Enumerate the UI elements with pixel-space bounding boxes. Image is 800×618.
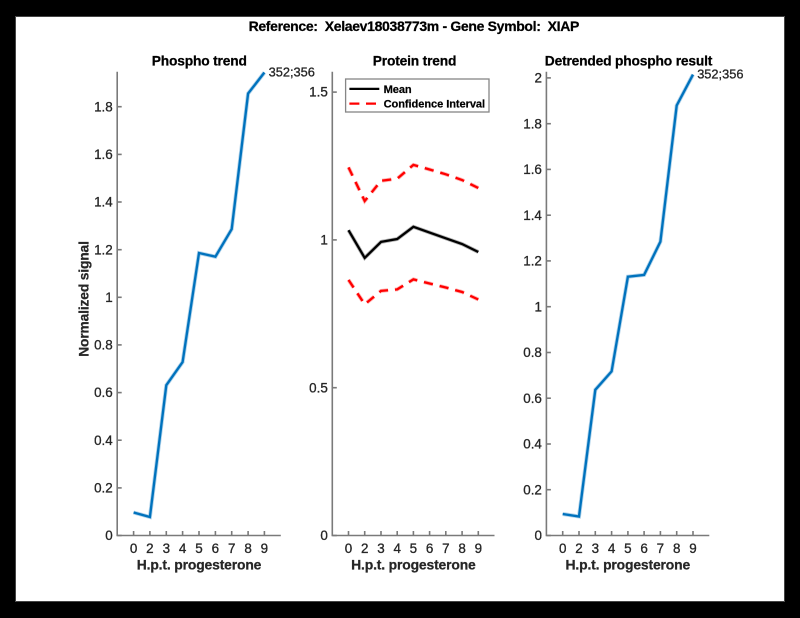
svg-text:0: 0 xyxy=(534,528,541,543)
svg-text:0.8: 0.8 xyxy=(94,338,113,353)
svg-text:3: 3 xyxy=(592,541,599,556)
svg-text:0: 0 xyxy=(105,528,112,543)
svg-text:1.5: 1.5 xyxy=(309,85,328,100)
svg-text:8: 8 xyxy=(244,541,251,556)
svg-text:9: 9 xyxy=(261,541,268,556)
svg-text:Normalized signal: Normalized signal xyxy=(77,241,92,357)
svg-text:3: 3 xyxy=(163,541,170,556)
svg-text:2: 2 xyxy=(361,541,368,556)
svg-text:1.4: 1.4 xyxy=(94,195,113,210)
svg-text:1: 1 xyxy=(320,233,327,248)
svg-text:2: 2 xyxy=(575,541,582,556)
svg-text:1.6: 1.6 xyxy=(94,147,113,162)
svg-text:8: 8 xyxy=(458,541,465,556)
svg-text:0.2: 0.2 xyxy=(94,481,113,496)
svg-text:Phospho trend: Phospho trend xyxy=(152,53,247,68)
svg-text:1.4: 1.4 xyxy=(523,208,542,223)
svg-text:1.8: 1.8 xyxy=(523,116,542,131)
svg-text:Protein trend: Protein trend xyxy=(373,53,457,68)
svg-text:2: 2 xyxy=(146,541,153,556)
svg-text:0.8: 0.8 xyxy=(523,345,542,360)
svg-text:9: 9 xyxy=(475,541,482,556)
svg-text:1.2: 1.2 xyxy=(523,254,542,269)
svg-text:5: 5 xyxy=(410,541,417,556)
svg-text:0: 0 xyxy=(320,528,327,543)
svg-text:4: 4 xyxy=(608,541,616,556)
svg-text:352;356: 352;356 xyxy=(269,65,315,80)
svg-text:1.2: 1.2 xyxy=(94,242,113,257)
svg-text:6: 6 xyxy=(640,541,647,556)
svg-text:5: 5 xyxy=(195,541,202,556)
svg-text:4: 4 xyxy=(393,541,401,556)
svg-text:4: 4 xyxy=(179,541,187,556)
svg-text:0: 0 xyxy=(345,541,352,556)
svg-text:Confidence Interval: Confidence Interval xyxy=(384,99,485,111)
svg-text:0.5: 0.5 xyxy=(309,380,328,395)
svg-text:0.4: 0.4 xyxy=(523,437,542,452)
svg-text:5: 5 xyxy=(624,541,631,556)
svg-text:H.p.t. progesterone: H.p.t. progesterone xyxy=(137,557,262,573)
svg-text:7: 7 xyxy=(442,541,449,556)
svg-text:6: 6 xyxy=(212,541,219,556)
svg-text:0.6: 0.6 xyxy=(523,391,542,406)
svg-text:1: 1 xyxy=(534,299,541,314)
svg-text:352;356: 352;356 xyxy=(697,67,743,82)
svg-text:Reference: Xelaev18038773m -: Reference: Xelaev18038773m - Gene Symbol… xyxy=(249,18,579,34)
svg-text:2: 2 xyxy=(534,71,541,86)
svg-text:0.6: 0.6 xyxy=(94,385,113,400)
svg-text:Detrended phospho result: Detrended phospho result xyxy=(545,53,713,68)
svg-text:0.4: 0.4 xyxy=(94,433,113,448)
svg-text:0: 0 xyxy=(559,541,566,556)
svg-text:3: 3 xyxy=(377,541,384,556)
svg-text:1.6: 1.6 xyxy=(523,162,542,177)
svg-text:1: 1 xyxy=(105,290,112,305)
svg-text:9: 9 xyxy=(689,541,696,556)
svg-text:Mean: Mean xyxy=(384,84,412,96)
svg-text:8: 8 xyxy=(673,541,680,556)
svg-text:H.p.t. progesterone: H.p.t. progesterone xyxy=(351,557,476,573)
svg-text:7: 7 xyxy=(228,541,235,556)
svg-text:1.8: 1.8 xyxy=(94,99,113,114)
svg-text:7: 7 xyxy=(657,541,664,556)
svg-text:H.p.t. progesterone: H.p.t. progesterone xyxy=(566,557,691,573)
svg-text:6: 6 xyxy=(426,541,433,556)
svg-text:0: 0 xyxy=(130,541,137,556)
svg-text:0.2: 0.2 xyxy=(523,482,542,497)
